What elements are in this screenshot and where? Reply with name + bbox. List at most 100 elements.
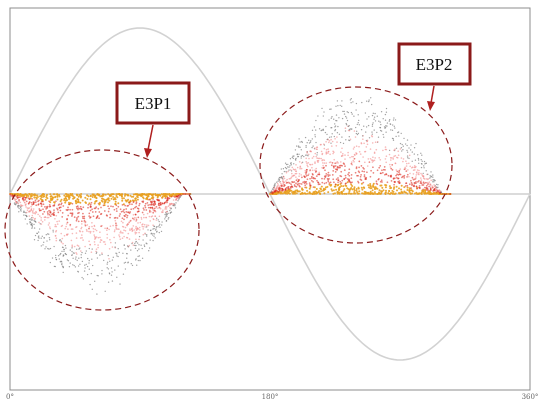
point-e3p1 — [144, 202, 147, 205]
point-e3p1 — [138, 235, 141, 238]
point-e3p2 — [355, 166, 358, 168]
point-e3p2 — [360, 129, 363, 131]
point-e3p2 — [406, 149, 408, 152]
point-e3p2 — [337, 179, 340, 181]
point-e3p1 — [145, 196, 148, 199]
point-e3p1 — [28, 218, 31, 221]
point-e3p1 — [106, 198, 108, 201]
point-e3p2 — [277, 180, 279, 182]
point-e3p2 — [401, 150, 403, 152]
point-e3p2 — [376, 169, 379, 172]
point-e3p2 — [315, 129, 317, 131]
point-e3p1 — [87, 257, 89, 260]
point-e3p1 — [91, 248, 93, 250]
point-e3p2 — [310, 140, 312, 142]
point-e3p1 — [104, 243, 107, 246]
point-e3p2 — [373, 159, 376, 162]
point-e3p2 — [412, 178, 415, 181]
point-e3p2 — [341, 100, 343, 102]
point-e3p1 — [135, 231, 138, 234]
point-e3p2 — [320, 188, 322, 191]
point-e3p2 — [400, 184, 403, 187]
point-e3p1 — [126, 257, 128, 259]
point-e3p2 — [369, 183, 372, 185]
point-e3p1 — [80, 223, 83, 225]
point-e3p2 — [371, 192, 374, 195]
point-e3p2 — [363, 192, 366, 195]
point-e3p2 — [314, 136, 316, 138]
point-e3p2 — [407, 157, 409, 159]
point-e3p2 — [309, 163, 312, 166]
point-e3p1 — [118, 193, 121, 195]
point-e3p2 — [373, 118, 375, 120]
point-e3p2 — [334, 171, 337, 173]
point-e3p2 — [337, 125, 339, 128]
point-e3p1 — [43, 241, 45, 243]
point-e3p2 — [310, 150, 312, 153]
point-e3p1 — [22, 195, 25, 198]
point-e3p2 — [304, 176, 306, 179]
point-e3p1 — [31, 198, 33, 200]
point-e3p1 — [67, 214, 70, 217]
point-e3p2 — [389, 119, 391, 121]
point-e3p2 — [322, 143, 325, 146]
point-e3p1 — [146, 212, 149, 215]
point-e3p2 — [305, 186, 308, 189]
point-e3p2 — [285, 180, 287, 182]
point-e3p1 — [31, 219, 34, 221]
point-e3p2 — [426, 187, 429, 190]
point-e3p1 — [44, 206, 46, 208]
point-e3p2 — [421, 160, 423, 162]
point-e3p1 — [82, 239, 84, 241]
point-e3p1 — [32, 193, 35, 196]
point-e3p2 — [327, 180, 330, 183]
point-e3p2 — [369, 190, 372, 193]
point-e3p1 — [175, 202, 177, 204]
point-e3p2 — [323, 162, 326, 164]
point-e3p2 — [384, 127, 386, 129]
point-e3p1 — [109, 194, 112, 197]
point-e3p1 — [110, 274, 113, 276]
point-e3p1 — [89, 216, 92, 218]
point-e3p1 — [58, 207, 61, 209]
point-e3p2 — [316, 179, 318, 182]
point-e3p1 — [67, 196, 70, 199]
point-e3p2 — [362, 156, 364, 158]
point-e3p1 — [63, 234, 66, 237]
point-e3p1 — [62, 205, 65, 207]
point-e3p1 — [70, 212, 73, 215]
point-e3p1 — [83, 215, 86, 218]
point-e3p2 — [349, 128, 351, 130]
point-e3p2 — [308, 192, 311, 195]
point-e3p2 — [371, 142, 374, 144]
point-e3p2 — [330, 145, 333, 147]
point-e3p1 — [159, 203, 162, 206]
point-e3p1 — [56, 208, 59, 211]
point-e3p1 — [113, 229, 116, 231]
point-e3p2 — [406, 151, 409, 153]
point-e3p1 — [61, 246, 64, 248]
point-e3p1 — [23, 210, 25, 212]
point-e3p1 — [109, 238, 111, 241]
point-e3p2 — [303, 180, 306, 183]
point-e3p2 — [334, 123, 336, 125]
point-e3p1 — [64, 195, 67, 198]
point-e3p1 — [116, 217, 119, 219]
point-e3p2 — [433, 188, 436, 190]
point-e3p2 — [408, 187, 411, 190]
point-e3p2 — [406, 184, 409, 187]
point-e3p1 — [115, 193, 118, 196]
point-e3p2 — [350, 174, 353, 176]
point-e3p1 — [13, 202, 16, 204]
point-e3p2 — [408, 175, 410, 178]
point-e3p1 — [75, 226, 77, 229]
point-e3p2 — [298, 153, 300, 155]
point-e3p2 — [400, 173, 402, 176]
point-e3p2 — [378, 156, 381, 159]
point-e3p2 — [345, 192, 347, 195]
point-e3p1 — [93, 202, 96, 205]
point-e3p2 — [315, 146, 318, 149]
point-e3p1 — [153, 227, 155, 230]
point-e3p1 — [66, 199, 68, 202]
point-e3p1 — [117, 202, 120, 205]
